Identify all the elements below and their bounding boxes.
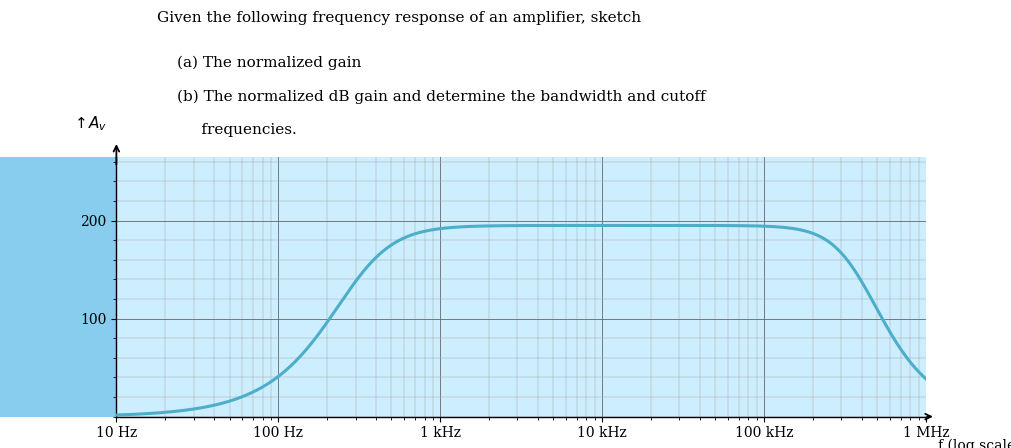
Text: frequencies.: frequencies. (177, 123, 296, 137)
Text: (b) The normalized dB gain and determine the bandwidth and cutoff: (b) The normalized dB gain and determine… (177, 90, 705, 104)
Text: (a) The normalized gain: (a) The normalized gain (177, 56, 361, 70)
Text: $\uparrow\!A_v$: $\uparrow\!A_v$ (72, 115, 107, 134)
Text: f (log scale): f (log scale) (937, 439, 1011, 448)
Text: Given the following frequency response of an amplifier, sketch: Given the following frequency response o… (157, 11, 640, 25)
